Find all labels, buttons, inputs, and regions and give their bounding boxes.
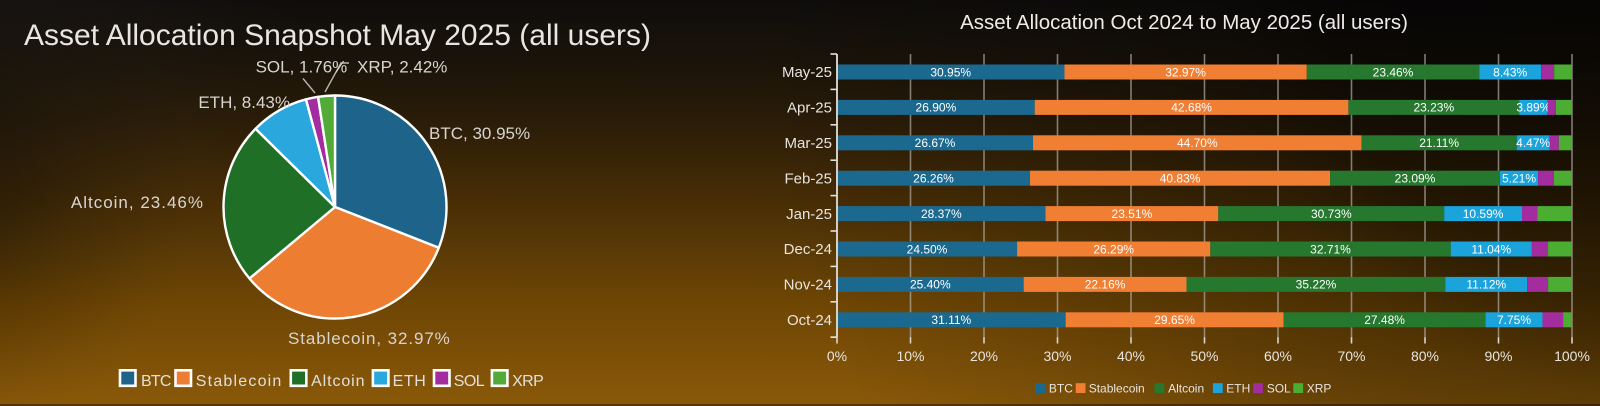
svg-text:Feb-25: Feb-25: [784, 170, 832, 187]
svg-text:ETH, 8.43%: ETH, 8.43%: [198, 93, 290, 112]
svg-text:10.59%: 10.59%: [1463, 207, 1504, 221]
svg-text:21.11%: 21.11%: [1419, 136, 1459, 150]
svg-text:29.65%: 29.65%: [1154, 313, 1195, 327]
svg-text:50%: 50%: [1190, 348, 1218, 364]
svg-text:90%: 90%: [1484, 348, 1512, 364]
svg-text:80%: 80%: [1411, 348, 1439, 364]
svg-text:42.68%: 42.68%: [1171, 101, 1212, 115]
svg-text:23.46%: 23.46%: [1373, 65, 1414, 79]
svg-text:3.89%: 3.89%: [1516, 101, 1550, 115]
svg-text:XRP: XRP: [512, 373, 543, 390]
svg-text:Stablecoin, 32.97%: Stablecoin, 32.97%: [288, 329, 451, 348]
svg-text:SOL: SOL: [1267, 381, 1291, 395]
svg-text:30%: 30%: [1043, 348, 1071, 364]
svg-text:8.43%: 8.43%: [1493, 65, 1527, 79]
svg-text:Jan-25: Jan-25: [786, 206, 832, 223]
svg-text:Altcoin, 23.46%: Altcoin, 23.46%: [71, 193, 204, 212]
svg-text:40.83%: 40.83%: [1160, 172, 1201, 186]
svg-text:Dec-24: Dec-24: [784, 241, 832, 258]
svg-text:30.73%: 30.73%: [1311, 207, 1352, 221]
svg-text:XRP: XRP: [1307, 381, 1332, 395]
svg-text:100%: 100%: [1554, 348, 1590, 364]
svg-text:May-25: May-25: [782, 64, 832, 81]
svg-text:60%: 60%: [1264, 348, 1292, 364]
svg-text:23.51%: 23.51%: [1112, 207, 1153, 221]
svg-text:32.71%: 32.71%: [1310, 242, 1351, 256]
svg-text:Altcoin: Altcoin: [311, 373, 365, 390]
svg-text:7.75%: 7.75%: [1497, 313, 1531, 327]
svg-text:0%: 0%: [827, 348, 847, 364]
svg-text:44.70%: 44.70%: [1177, 136, 1218, 150]
svg-text:ETH: ETH: [1226, 381, 1250, 395]
svg-text:BTC, 30.95%: BTC, 30.95%: [429, 124, 530, 143]
svg-text:Stablecoin: Stablecoin: [1089, 381, 1145, 395]
svg-text:26.67%: 26.67%: [915, 136, 956, 150]
svg-text:ETH: ETH: [393, 373, 427, 390]
svg-text:30.95%: 30.95%: [930, 65, 971, 79]
svg-text:SOL: SOL: [454, 373, 485, 390]
svg-text:24.50%: 24.50%: [907, 242, 948, 256]
svg-text:Asset Allocation Snapshot May: Asset Allocation Snapshot May 2025 (all …: [24, 19, 651, 52]
svg-text:70%: 70%: [1337, 348, 1365, 364]
svg-text:4.47%: 4.47%: [1516, 136, 1550, 150]
svg-text:Altcoin: Altcoin: [1168, 381, 1204, 395]
svg-text:Stablecoin: Stablecoin: [196, 373, 283, 390]
svg-text:23.23%: 23.23%: [1413, 101, 1454, 115]
svg-text:35.22%: 35.22%: [1296, 278, 1337, 292]
svg-text:32.97%: 32.97%: [1165, 65, 1206, 79]
svg-text:11.04%: 11.04%: [1471, 242, 1511, 256]
svg-text:27.48%: 27.48%: [1364, 313, 1405, 327]
svg-text:20%: 20%: [970, 348, 998, 364]
svg-text:26.90%: 26.90%: [916, 101, 957, 115]
svg-text:31.11%: 31.11%: [931, 313, 971, 327]
svg-text:10%: 10%: [896, 348, 924, 364]
svg-text:22.16%: 22.16%: [1085, 278, 1126, 292]
svg-text:25.40%: 25.40%: [910, 278, 951, 292]
svg-text:Mar-25: Mar-25: [784, 135, 832, 152]
svg-text:23.09%: 23.09%: [1395, 172, 1436, 186]
svg-text:26.29%: 26.29%: [1093, 242, 1134, 256]
svg-text:11.12%: 11.12%: [1466, 278, 1506, 292]
svg-text:Apr-25: Apr-25: [787, 100, 832, 117]
svg-text:28.37%: 28.37%: [921, 207, 962, 221]
svg-text:Nov-24: Nov-24: [784, 277, 832, 294]
svg-text:BTC: BTC: [141, 373, 171, 390]
svg-text:Asset Allocation Oct 2024 to M: Asset Allocation Oct 2024 to May 2025 (a…: [960, 11, 1408, 34]
svg-text:40%: 40%: [1117, 348, 1145, 364]
svg-text:XRP, 2.42%: XRP, 2.42%: [357, 58, 447, 77]
svg-text:5.21%: 5.21%: [1502, 172, 1536, 186]
svg-text:26.26%: 26.26%: [913, 172, 954, 186]
svg-text:Oct-24: Oct-24: [787, 312, 832, 329]
svg-text:SOL, 1.76%: SOL, 1.76%: [256, 58, 348, 77]
svg-text:BTC: BTC: [1049, 381, 1073, 395]
